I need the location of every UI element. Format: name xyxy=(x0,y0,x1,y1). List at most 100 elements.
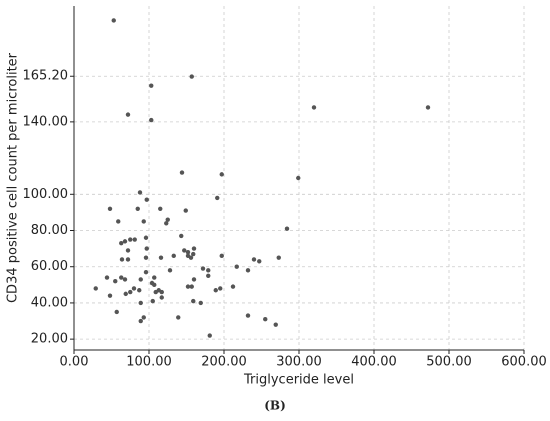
point xyxy=(165,217,170,222)
point xyxy=(149,117,154,123)
point xyxy=(167,268,173,273)
point xyxy=(191,298,196,304)
y-tick-label: 140.00 xyxy=(23,114,69,129)
point xyxy=(122,239,128,244)
point xyxy=(128,289,133,295)
point xyxy=(234,264,239,269)
point xyxy=(189,74,194,79)
point xyxy=(207,333,212,338)
point xyxy=(150,298,155,304)
point xyxy=(131,286,137,291)
point xyxy=(141,219,146,224)
point xyxy=(153,289,158,295)
point xyxy=(122,277,128,282)
point xyxy=(158,206,163,211)
point xyxy=(171,253,176,259)
point xyxy=(104,275,110,280)
point xyxy=(245,268,251,273)
point xyxy=(138,300,143,306)
point xyxy=(257,259,262,264)
caption: (B) xyxy=(264,399,286,413)
point xyxy=(143,235,149,240)
point xyxy=(125,257,131,262)
point xyxy=(296,175,301,181)
point xyxy=(230,284,236,289)
point xyxy=(158,255,164,260)
x-tick-label: 500.00 xyxy=(426,355,472,370)
point xyxy=(144,197,149,202)
point xyxy=(125,248,131,253)
x-tick-label: 0.00 xyxy=(60,355,89,370)
point xyxy=(132,237,137,242)
point xyxy=(273,322,278,327)
point xyxy=(185,284,191,289)
point xyxy=(143,255,149,260)
y-tick-label: 60.00 xyxy=(31,259,68,274)
point xyxy=(219,172,224,177)
y-tick-label: 165.20 xyxy=(23,69,69,84)
point xyxy=(311,105,317,110)
point xyxy=(206,268,211,273)
y-tick-label: 100.00 xyxy=(23,187,69,202)
point xyxy=(143,269,149,275)
point xyxy=(137,288,142,293)
point xyxy=(135,206,140,211)
point xyxy=(107,293,113,298)
point xyxy=(263,317,268,322)
point xyxy=(137,190,143,195)
point xyxy=(219,253,224,259)
point xyxy=(215,195,220,201)
point xyxy=(200,266,206,271)
point xyxy=(191,251,196,257)
point xyxy=(179,233,184,239)
x-tick-label: 100.00 xyxy=(126,355,172,370)
point xyxy=(189,284,194,289)
point xyxy=(128,237,133,242)
point xyxy=(198,300,203,306)
point xyxy=(152,282,157,288)
point xyxy=(116,219,121,224)
point xyxy=(164,221,169,226)
point xyxy=(119,240,124,246)
point xyxy=(114,309,119,315)
point xyxy=(176,315,181,320)
point xyxy=(179,170,185,175)
point xyxy=(141,315,146,320)
point xyxy=(144,246,149,251)
point xyxy=(149,83,154,88)
point xyxy=(107,206,113,211)
x-tick-label: 600.00 xyxy=(501,355,547,370)
x-tick-label: 200.00 xyxy=(201,355,247,370)
point xyxy=(218,286,223,291)
x-tick-label: 300.00 xyxy=(276,355,322,370)
point xyxy=(245,313,251,318)
point xyxy=(284,226,290,231)
y-tick-label: 20.00 xyxy=(31,332,68,347)
point xyxy=(138,277,143,282)
y-tick-label: 40.00 xyxy=(31,295,68,310)
point xyxy=(123,291,128,297)
point xyxy=(152,275,157,280)
point xyxy=(111,18,116,23)
y-axis-label: CD34 positive cell count per microliter xyxy=(6,52,21,303)
point xyxy=(188,255,194,260)
point xyxy=(119,257,125,262)
point xyxy=(185,250,191,255)
point xyxy=(213,288,218,293)
point xyxy=(251,257,257,262)
point xyxy=(125,112,131,117)
point xyxy=(206,273,211,278)
x-axis-label: Triglyceride level xyxy=(243,373,354,388)
point xyxy=(191,277,197,282)
point xyxy=(276,255,281,260)
point xyxy=(182,248,187,253)
point xyxy=(93,286,98,291)
y-tick-label: 80.00 xyxy=(31,223,68,238)
x-tick-label: 400.00 xyxy=(351,355,397,370)
point xyxy=(119,275,124,280)
point xyxy=(159,289,164,295)
point xyxy=(113,279,118,284)
point xyxy=(183,208,188,213)
point xyxy=(159,295,164,300)
